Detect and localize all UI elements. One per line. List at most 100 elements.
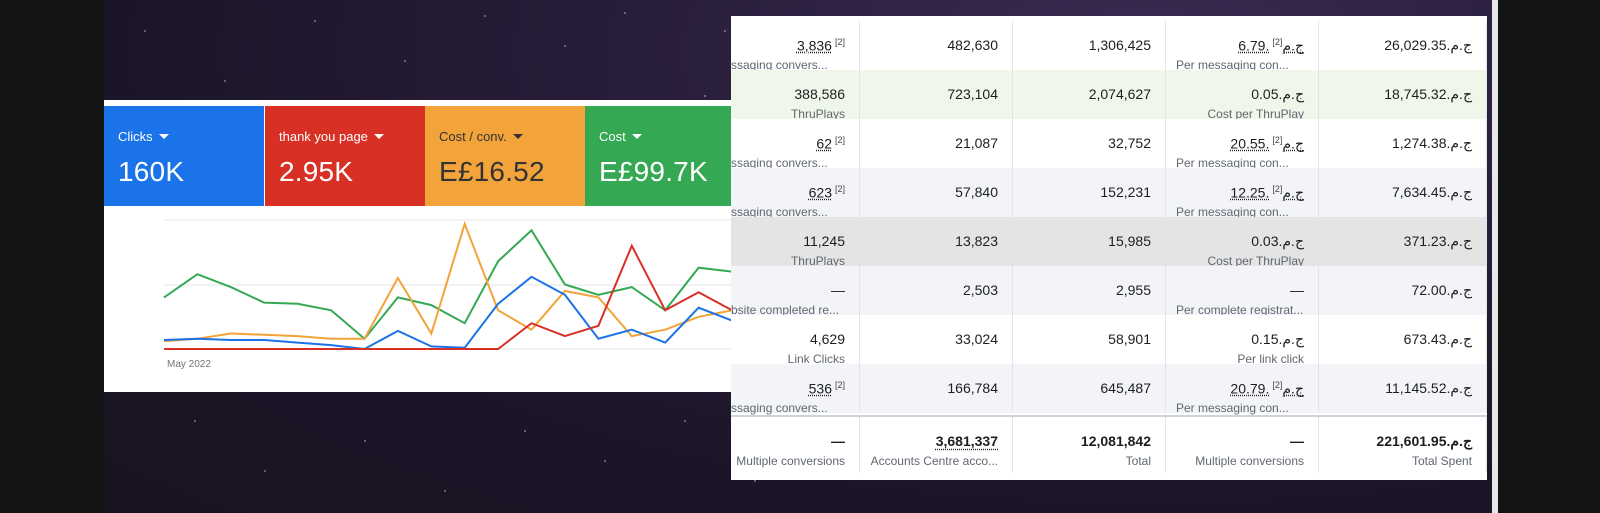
cell-results: 3,836 [2] ssaging convers... <box>731 21 860 72</box>
total-impressions: 12,081,842 Total <box>1013 417 1166 473</box>
value-text: 2,074,627 <box>1088 86 1151 102</box>
spent-value: 18,745.32.ج.م <box>1384 86 1472 103</box>
footnote-marker[interactable]: [2] <box>834 380 845 390</box>
value-text: 20.55.ج.م <box>1230 135 1304 152</box>
reach-value: 2,503 <box>963 282 998 298</box>
cost_per-subtitle: Cost per ThruPlay <box>1207 254 1305 268</box>
footnote-marker[interactable]: [2] <box>834 37 845 47</box>
star <box>404 60 406 62</box>
impressions-value: 645,487 <box>1100 380 1151 396</box>
table-row[interactable]: 11,245 ThruPlays 13,823 15,985 0.03.ج.م Cost … <box>731 217 1487 268</box>
value-text: 152,231 <box>1100 184 1151 200</box>
table-row[interactable]: 4,629 Link Clicks 33,024 58,901 0.15.ج.م Per … <box>731 315 1487 366</box>
value-text: 20.79.ج.م <box>1230 380 1304 397</box>
reach-value: 57,840 <box>955 184 998 200</box>
series-line-0 <box>163 228 732 341</box>
cell-spent: 371.23.ج.م <box>1319 217 1487 266</box>
cell-impressions: 15,985 <box>1013 217 1166 266</box>
table-row[interactable]: 536 [2] ssaging convers... 166,784 645,487 20… <box>731 364 1487 415</box>
table-row[interactable]: 3,836 [2] ssaging convers... 482,630 1,306,4… <box>731 21 1487 72</box>
impressions-value: 152,231 <box>1100 184 1151 200</box>
metric-tile-cost[interactable]: Cost E£99.7K <box>585 106 732 206</box>
cost_per-value: 20.55.ج.م[2] <box>1230 135 1304 153</box>
star <box>754 480 756 482</box>
star <box>524 430 526 432</box>
totals-row: — Multiple conversions 3,681,337 Accounts C… <box>731 415 1487 473</box>
value-text: 0.05.ج.م <box>1251 86 1304 102</box>
cost_per-subtitle: Per messaging con... <box>1176 58 1289 72</box>
footnote-marker[interactable]: [2] <box>834 135 845 145</box>
value-text: 72.00.ج.م <box>1411 282 1472 298</box>
total-results: — Multiple conversions <box>731 417 860 473</box>
star <box>194 420 196 422</box>
value-text: 12.25.ج.م <box>1230 184 1304 201</box>
footnote-marker[interactable]: [2] <box>1272 37 1283 47</box>
value-text: 15,985 <box>1108 233 1151 249</box>
series-line-1 <box>163 220 732 343</box>
cell-impressions: 2,955 <box>1013 266 1166 315</box>
cell-cost_per: 6.79.ج.م[2] Per messaging con... <box>1166 21 1319 72</box>
metric-tile-thank-you-page[interactable]: thank you page 2.95K <box>265 106 425 206</box>
results-subtitle: Link Clicks <box>787 352 845 366</box>
metric-tile-cost-per-conv[interactable]: Cost / conv. E£16.52 <box>425 106 585 206</box>
star <box>624 12 626 14</box>
total-subtitle: Multiple conversions <box>1195 454 1304 468</box>
reach-value: 482,630 <box>947 37 998 53</box>
cell-reach: 13,823 <box>860 217 1013 266</box>
cell-cost_per: 12.25.ج.م[2] Per messaging con... <box>1166 168 1319 219</box>
footnote-marker[interactable]: [2] <box>1272 184 1283 194</box>
metric-tile-clicks[interactable]: Clicks 160K <box>104 106 264 206</box>
reach-value: 13,823 <box>955 233 998 249</box>
reach-value: 723,104 <box>947 86 998 102</box>
cost_per-value: 0.15.ج.م <box>1251 331 1304 348</box>
table-row[interactable]: 623 [2] ssaging convers... 57,840 152,231 12.… <box>731 168 1487 219</box>
results-value: 536 [2] <box>809 380 845 397</box>
cell-cost_per: 0.15.ج.م Per link click <box>1166 315 1319 366</box>
impressions-value: 2,955 <box>1116 282 1151 298</box>
footnote-marker[interactable]: [2] <box>1272 135 1283 145</box>
cell-results: 388,586 ThruPlays <box>731 70 860 121</box>
value-text: — <box>831 282 845 298</box>
star <box>264 470 266 472</box>
impressions-value: 1,306,425 <box>1089 37 1151 53</box>
footnote-marker[interactable]: [2] <box>834 184 845 194</box>
spent-value: 26,029.35.ج.م <box>1384 37 1472 54</box>
cost_per-value: 12.25.ج.م[2] <box>1230 184 1304 202</box>
star <box>704 95 706 97</box>
metric-value: E£99.7K <box>599 156 708 187</box>
value-text: 0.03.ج.م <box>1251 233 1304 249</box>
metric-value: 2.95K <box>279 156 354 187</box>
total-subtitle: Total Spent <box>1411 454 1472 468</box>
value-text: 166,784 <box>947 380 998 396</box>
cell-reach: 57,840 <box>860 168 1013 217</box>
cell-results: 623 [2] ssaging convers... <box>731 168 860 219</box>
value-text: 21,087 <box>955 135 998 151</box>
value-text: 57,840 <box>955 184 998 200</box>
reach-value: 33,024 <box>955 331 998 347</box>
total-value: 221,601.95.ج.م <box>1376 433 1472 449</box>
cell-spent: 18,745.32.ج.م <box>1319 70 1487 119</box>
footnote-marker[interactable]: [2] <box>1272 380 1283 390</box>
metric-dropdown-clicks[interactable]: Clicks <box>118 129 169 144</box>
results-subtitle: ThruPlays <box>790 107 845 121</box>
cost_per-value: 0.05.ج.م <box>1251 86 1304 103</box>
cell-results: 536 [2] ssaging convers... <box>731 364 860 415</box>
cost_per-subtitle: Per messaging con... <box>1176 205 1289 219</box>
total-value: 3,681,337 <box>935 433 998 449</box>
results-value: 4,629 <box>810 331 845 347</box>
metric-dropdown-cost[interactable]: Cost <box>599 129 642 144</box>
results-subtitle: ssaging convers... <box>731 156 828 170</box>
table-row[interactable]: 388,586 ThruPlays 723,104 2,074,627 0.05.ج.م… <box>731 70 1487 121</box>
results-value: 623 [2] <box>809 184 845 201</box>
star <box>444 490 446 492</box>
table-row[interactable]: — bsite completed re... 2,503 2,955 — Per com… <box>731 266 1487 317</box>
total-subtitle: Accounts Centre acco... <box>870 454 998 468</box>
metric-dropdown-cost-per-conv[interactable]: Cost / conv. <box>439 129 523 144</box>
metric-dropdown-thank-you-page[interactable]: thank you page <box>279 129 384 144</box>
cost_per-value: 20.79.ج.م[2] <box>1230 380 1304 398</box>
value-text: 723,104 <box>947 86 998 102</box>
cell-reach: 166,784 <box>860 364 1013 413</box>
total-value: — <box>1290 433 1304 449</box>
table-row[interactable]: 62 [2] ssaging convers... 21,087 32,752 20.55… <box>731 119 1487 170</box>
reach-value: 166,784 <box>947 380 998 396</box>
